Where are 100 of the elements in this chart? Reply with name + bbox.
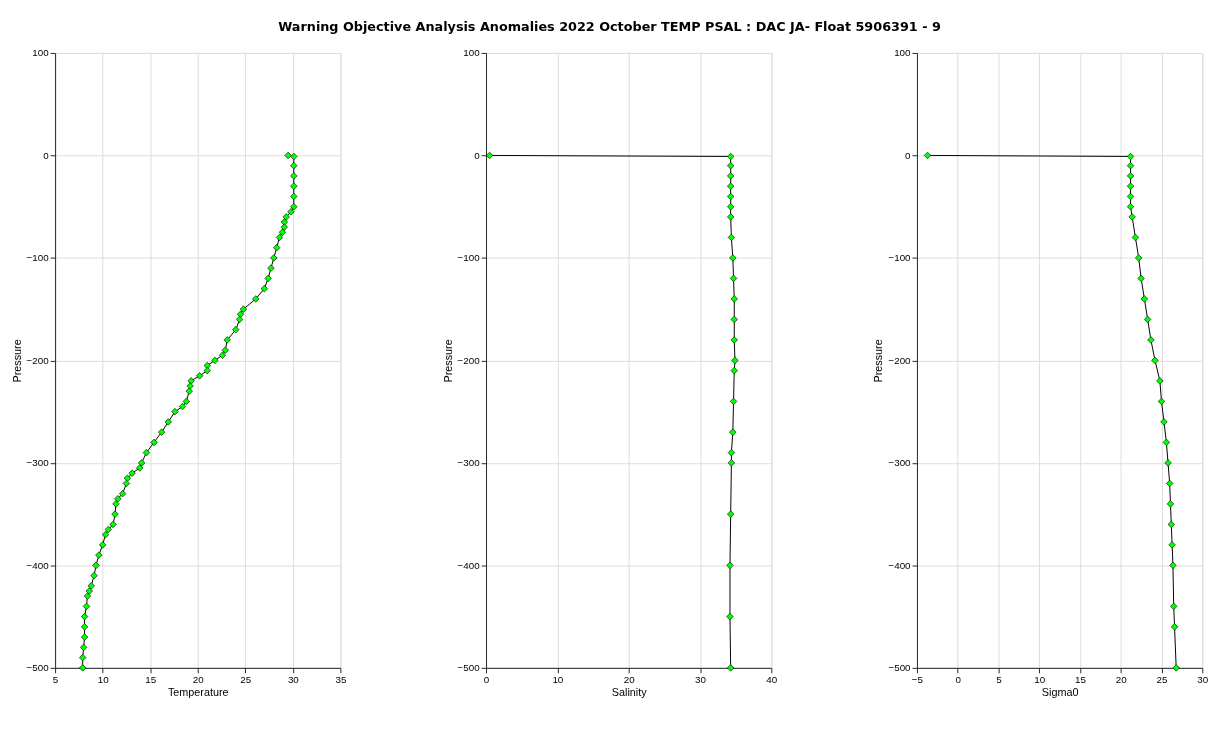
point — [923, 151, 932, 160]
point — [1126, 162, 1135, 170]
y-tick-label: −300 — [457, 457, 481, 469]
x-tick-label: 20 — [192, 674, 205, 686]
point — [727, 162, 735, 170]
y-tick-label: −100 — [26, 252, 50, 264]
point — [729, 397, 738, 405]
point — [727, 664, 735, 672]
x-tick-label: 40 — [766, 674, 778, 686]
point — [1151, 356, 1159, 364]
y-tick-label: 0 — [43, 149, 50, 161]
x-tick-label: 30 — [1197, 674, 1209, 686]
point — [1170, 623, 1179, 631]
x-axis-title: Sigma0 — [1041, 685, 1079, 698]
point — [1162, 438, 1171, 446]
y-tick-label: 0 — [474, 149, 481, 161]
point — [727, 203, 735, 211]
point — [730, 295, 738, 303]
y-tick-label: −200 — [26, 354, 50, 366]
y-tick-label: −500 — [457, 662, 481, 674]
point — [727, 510, 735, 518]
point — [1169, 561, 1177, 569]
point — [1137, 274, 1145, 283]
point — [730, 367, 738, 375]
x-tick-label: −5 — [911, 674, 924, 686]
x-tick-label: 5 — [52, 674, 59, 686]
point — [1126, 152, 1135, 161]
point — [726, 561, 734, 569]
point — [1144, 315, 1152, 324]
x-tick-label: 25 — [240, 674, 252, 686]
point — [730, 315, 738, 324]
text: Warning Objective Analysis Anomalies 2022 October TEMP PSAL : DAC JA- Float 5906391 - 9 — [278, 18, 941, 34]
point — [1168, 541, 1176, 549]
y-axis-title: Pressure — [872, 339, 885, 383]
point — [727, 449, 735, 457]
x-tick-label: 30 — [287, 674, 300, 686]
point — [1131, 233, 1140, 242]
point — [727, 233, 735, 242]
y-tick-label: −400 — [888, 559, 912, 571]
y-tick-label: −500 — [26, 662, 50, 674]
point — [726, 613, 734, 621]
x-tick-label: 20 — [623, 674, 636, 686]
point — [1126, 172, 1135, 180]
y-tick-label: −100 — [457, 252, 481, 264]
x-tick-label: 10 — [552, 674, 564, 686]
y-tick-label: −500 — [888, 662, 912, 674]
x-tick-label: 20 — [1115, 674, 1128, 686]
y-tick-label: −300 — [26, 457, 50, 469]
x-axis-title: Salinity — [611, 685, 648, 698]
point — [1166, 479, 1174, 487]
point — [1167, 520, 1175, 528]
point — [727, 172, 735, 180]
y-tick-label: −400 — [26, 559, 50, 571]
point — [1135, 254, 1143, 262]
y-axis-title: Pressure — [10, 339, 23, 383]
point — [1128, 213, 1136, 221]
x-tick-label: 5 — [996, 674, 1003, 686]
x-tick-label: 0 — [955, 674, 962, 686]
y-tick-label: −200 — [457, 354, 481, 366]
point — [1157, 397, 1166, 405]
point — [1164, 459, 1172, 467]
y-tick-label: −200 — [888, 354, 912, 366]
point — [727, 213, 735, 221]
point — [485, 151, 494, 160]
point — [1170, 602, 1178, 610]
point — [731, 356, 739, 364]
point — [729, 274, 738, 283]
x-tick-label: 25 — [1156, 674, 1168, 686]
x-tick-label: 10 — [97, 674, 110, 686]
point — [727, 459, 735, 467]
x-tick-label: 0 — [483, 674, 490, 686]
point — [1126, 192, 1135, 201]
x-tick-label: 15 — [145, 674, 157, 686]
y-tick-label: −100 — [888, 252, 912, 264]
y-tick-label: −300 — [888, 457, 912, 469]
point — [1166, 500, 1175, 508]
x-tick-label: 10 — [1034, 674, 1046, 686]
point — [730, 336, 738, 344]
y-tick-label: 100 — [463, 47, 481, 59]
y-tick-label: −400 — [457, 559, 481, 571]
point — [1172, 664, 1180, 672]
y-axis-title: Pressure — [441, 339, 454, 383]
x-tick-label: 30 — [695, 674, 707, 686]
y-tick-label: 0 — [905, 149, 912, 161]
y-tick-label: 100 — [894, 47, 912, 59]
x-tick-label: 15 — [1075, 674, 1087, 686]
point — [729, 428, 737, 436]
point — [727, 182, 735, 190]
point — [1147, 336, 1155, 344]
point — [1156, 377, 1164, 385]
point — [1140, 295, 1148, 303]
point — [1160, 418, 1168, 426]
point — [727, 152, 735, 161]
point — [1126, 203, 1135, 211]
x-tick-label: 35 — [335, 674, 347, 686]
x-axis-title: Temperature — [167, 685, 229, 698]
point — [729, 254, 737, 262]
point — [727, 192, 735, 201]
point — [1126, 182, 1135, 190]
y-tick-label: 100 — [32, 47, 50, 59]
